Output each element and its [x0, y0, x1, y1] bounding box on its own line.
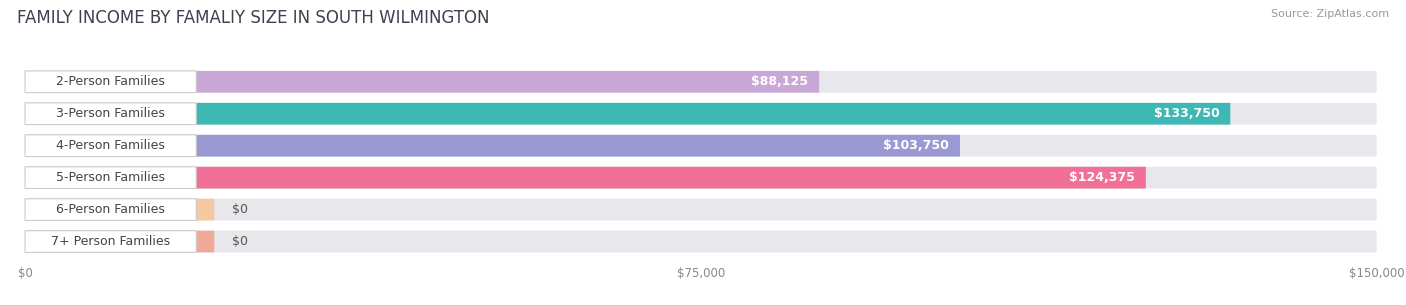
- Text: $0: $0: [232, 235, 249, 248]
- FancyBboxPatch shape: [25, 103, 197, 124]
- FancyBboxPatch shape: [25, 135, 960, 156]
- Text: 5-Person Families: 5-Person Families: [56, 171, 165, 184]
- Text: 2-Person Families: 2-Person Families: [56, 75, 165, 88]
- FancyBboxPatch shape: [25, 71, 820, 93]
- FancyBboxPatch shape: [25, 135, 1376, 156]
- FancyBboxPatch shape: [25, 231, 1376, 253]
- FancyBboxPatch shape: [25, 167, 1376, 188]
- FancyBboxPatch shape: [25, 231, 197, 253]
- FancyBboxPatch shape: [25, 231, 214, 253]
- Text: $133,750: $133,750: [1154, 107, 1219, 120]
- FancyBboxPatch shape: [25, 167, 197, 188]
- Text: 6-Person Families: 6-Person Families: [56, 203, 165, 216]
- Text: $124,375: $124,375: [1069, 171, 1135, 184]
- Text: 4-Person Families: 4-Person Families: [56, 139, 165, 152]
- Text: $0: $0: [232, 203, 249, 216]
- Text: $88,125: $88,125: [751, 75, 808, 88]
- FancyBboxPatch shape: [25, 167, 1146, 188]
- Text: Source: ZipAtlas.com: Source: ZipAtlas.com: [1271, 9, 1389, 19]
- Text: FAMILY INCOME BY FAMALIY SIZE IN SOUTH WILMINGTON: FAMILY INCOME BY FAMALIY SIZE IN SOUTH W…: [17, 9, 489, 27]
- Text: $103,750: $103,750: [883, 139, 949, 152]
- FancyBboxPatch shape: [25, 103, 1230, 124]
- FancyBboxPatch shape: [25, 135, 197, 156]
- FancyBboxPatch shape: [25, 71, 197, 93]
- FancyBboxPatch shape: [25, 199, 214, 221]
- FancyBboxPatch shape: [25, 199, 1376, 221]
- Text: 7+ Person Families: 7+ Person Families: [51, 235, 170, 248]
- FancyBboxPatch shape: [25, 103, 1376, 124]
- Text: 3-Person Families: 3-Person Families: [56, 107, 165, 120]
- FancyBboxPatch shape: [25, 199, 197, 221]
- FancyBboxPatch shape: [25, 71, 1376, 93]
